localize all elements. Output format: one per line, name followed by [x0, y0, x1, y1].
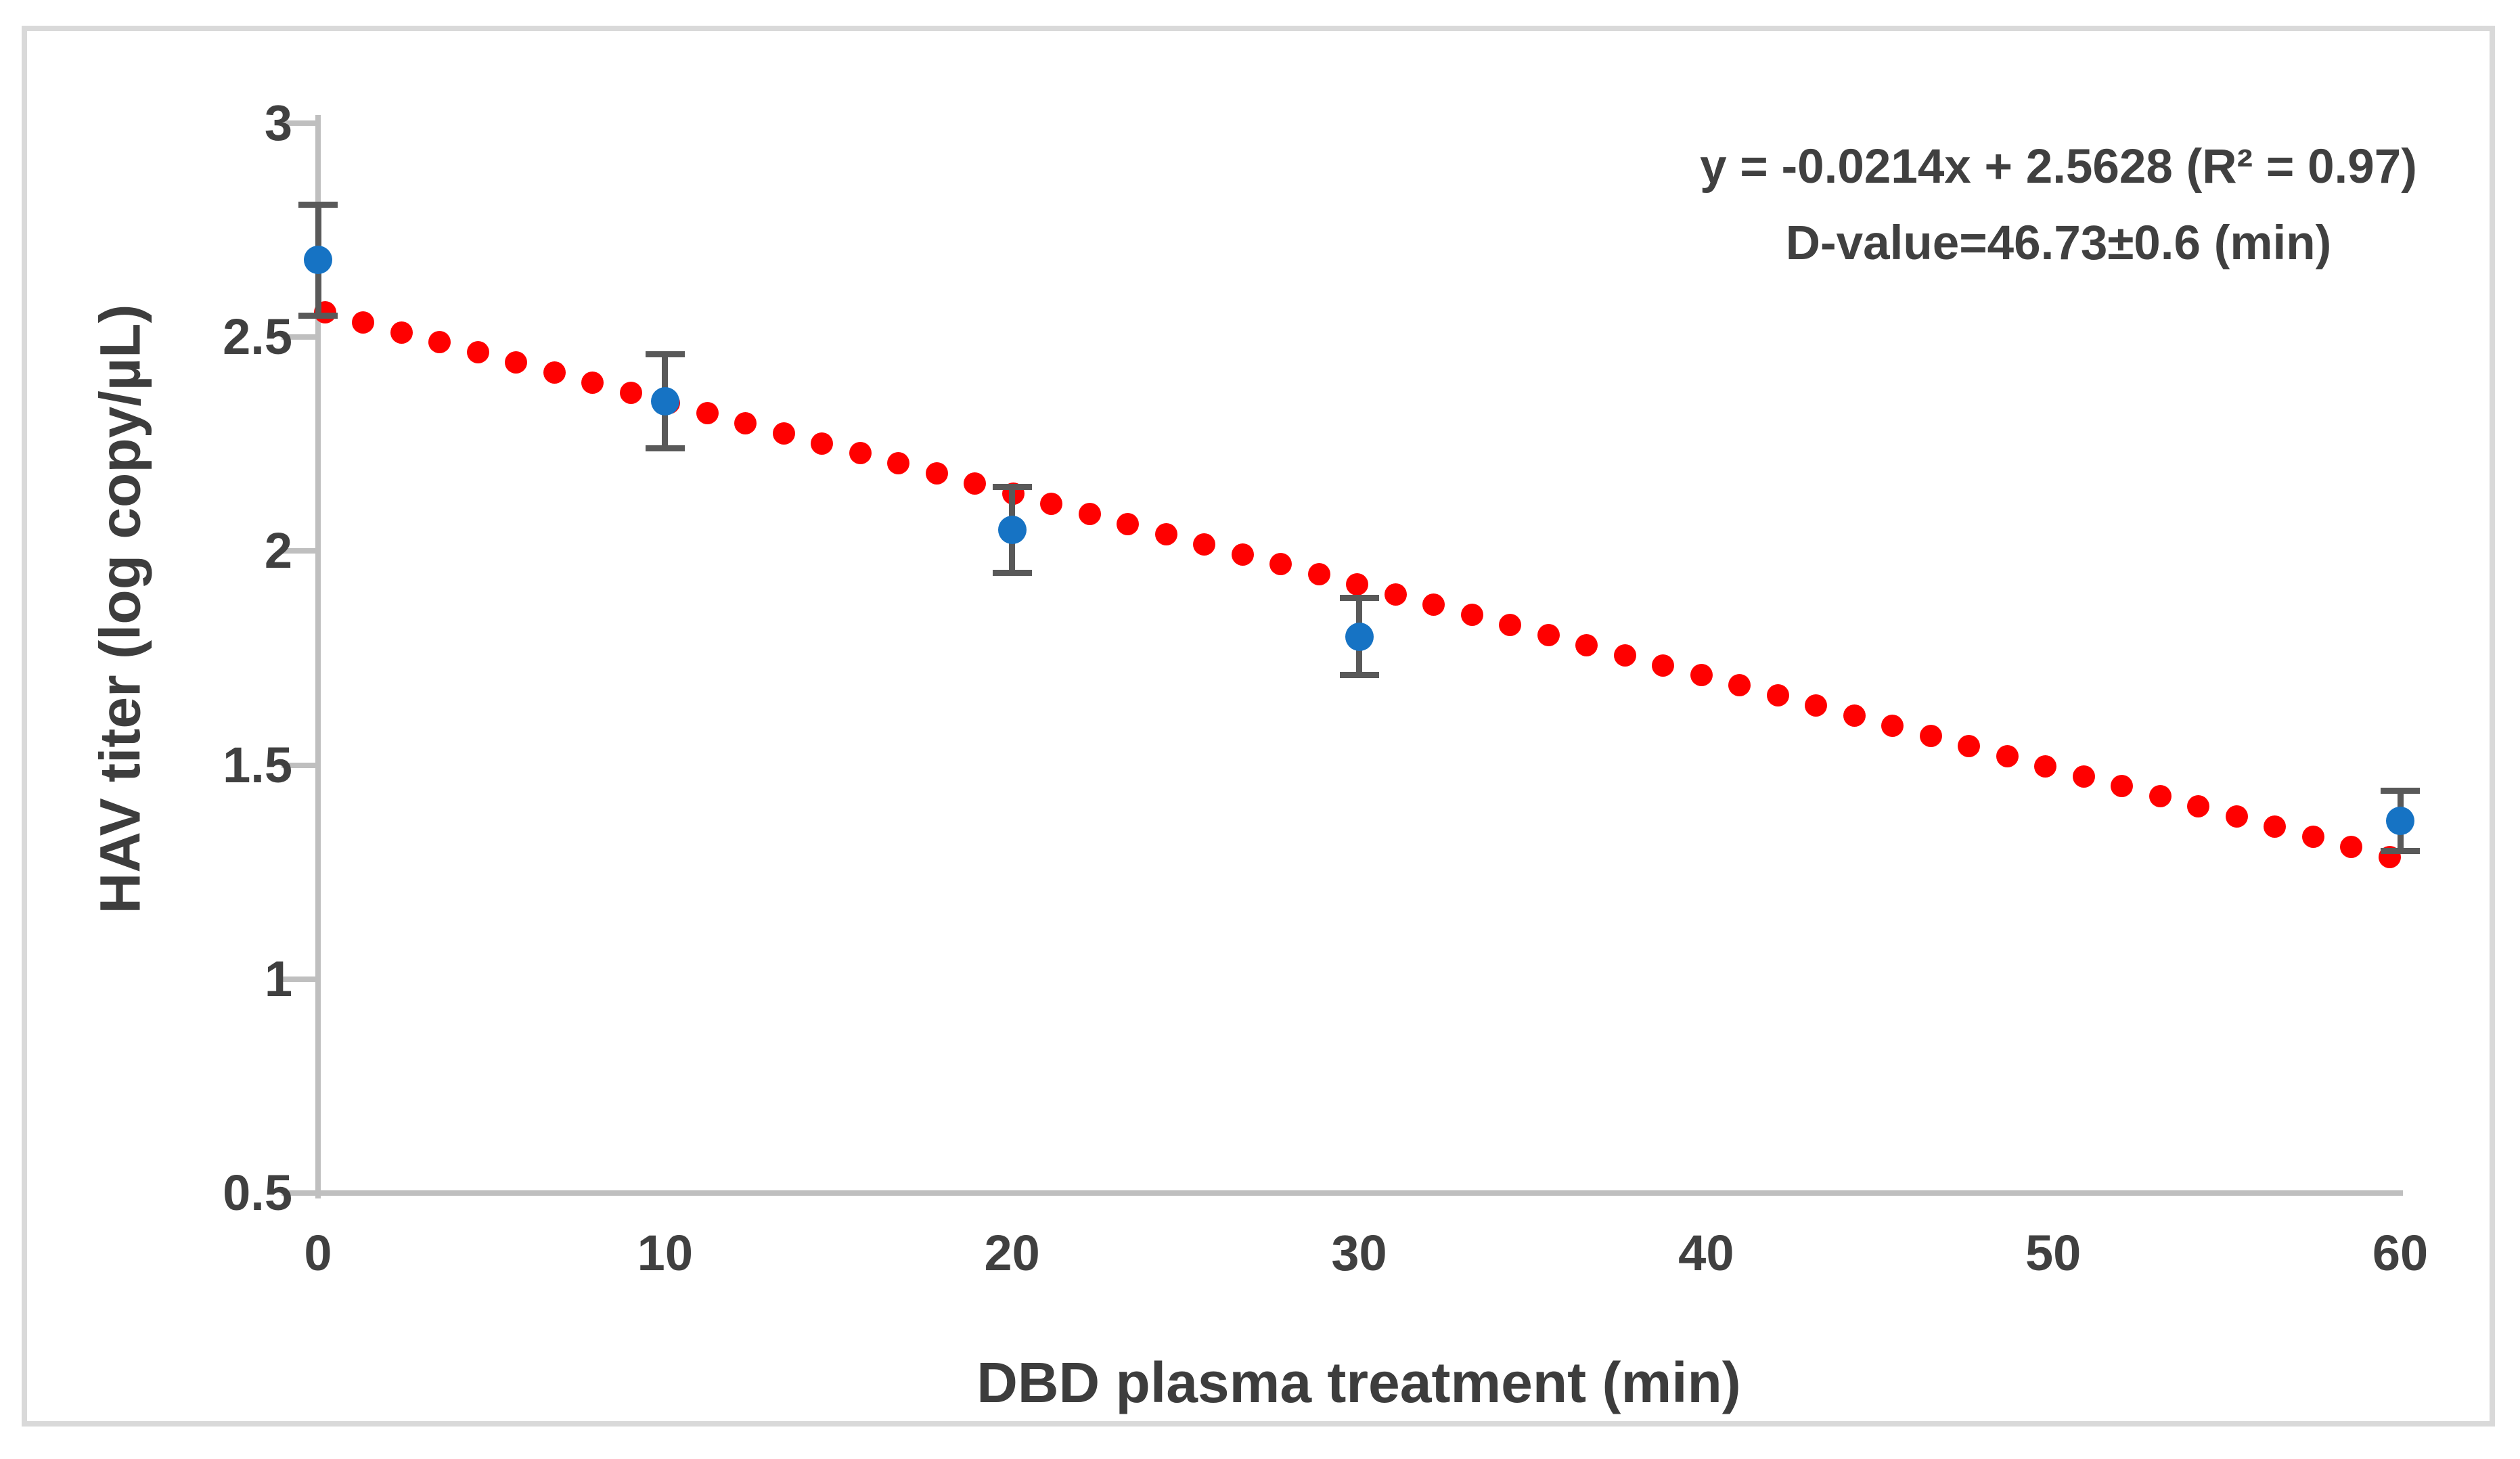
- d-value-label: D-value=46.73±0.6 (min): [1785, 217, 2332, 270]
- x-axis-line: [303, 1190, 2403, 1196]
- trend-dot: [849, 442, 872, 465]
- trend-dot: [1958, 734, 1981, 757]
- trend-dot: [1499, 613, 1522, 636]
- trend-dot: [1384, 583, 1407, 606]
- trend-dot: [1537, 623, 1560, 646]
- error-bar-cap-top: [645, 351, 685, 357]
- x-axis-title: DBD plasma treatment (min): [976, 1351, 1741, 1414]
- x-tick-label: 60: [2372, 1225, 2429, 1281]
- y-tick-mark: [282, 1190, 318, 1196]
- trend-dot: [1613, 644, 1636, 667]
- annotation-block: y = -0.0214x + 2.5628 (R² = 0.97) D-valu…: [1700, 129, 2417, 282]
- trendline-equation: y = -0.0214x + 2.5628 (R² = 0.97): [1700, 140, 2417, 194]
- trend-dot: [1193, 533, 1216, 556]
- y-axis-title: HAV titer (log copy/µL): [88, 304, 152, 914]
- trend-dot: [696, 401, 719, 424]
- y-tick-mark: [282, 762, 318, 768]
- trend-dot: [1766, 684, 1789, 707]
- error-bar-cap-top: [992, 484, 1032, 491]
- trend-dot: [1881, 715, 1904, 737]
- error-bar-cap-bottom: [298, 313, 338, 319]
- y-tick-label: 2.5: [223, 309, 292, 365]
- y-tick-label: 1: [264, 950, 292, 1007]
- error-bar-cap-bottom: [992, 569, 1032, 576]
- trend-dot: [1422, 593, 1445, 616]
- trend-dot: [1575, 633, 1598, 656]
- x-tick-label: 40: [1678, 1225, 1734, 1281]
- y-tick-label: 0.5: [223, 1165, 292, 1221]
- data-point-marker: [1345, 622, 1374, 651]
- trend-dot: [2148, 785, 2172, 808]
- trend-dot: [1307, 563, 1330, 586]
- data-point-marker: [2386, 806, 2414, 835]
- data-point-marker: [997, 515, 1027, 544]
- trend-dot: [2264, 815, 2287, 838]
- y-tick-mark: [282, 548, 318, 554]
- trend-dot: [2301, 826, 2324, 848]
- y-tick-mark: [282, 976, 318, 982]
- x-tick-label: 0: [304, 1225, 332, 1281]
- y-tick-mark: [282, 334, 318, 340]
- trend-dot: [1919, 724, 1942, 747]
- trend-dot: [1996, 744, 2019, 767]
- trend-dot: [2034, 755, 2057, 778]
- trend-dot: [2225, 805, 2248, 828]
- y-tick-label: 1.5: [223, 736, 292, 793]
- trend-dot: [619, 381, 642, 404]
- trend-dot: [1652, 654, 1675, 677]
- y-tick-label: 3: [264, 95, 292, 151]
- trend-dot: [964, 472, 987, 495]
- trend-dot: [887, 452, 910, 475]
- y-axis-line: [315, 115, 321, 1198]
- trend-dot: [1231, 543, 1254, 566]
- x-tick-label: 30: [1331, 1225, 1387, 1281]
- trend-dot: [2340, 835, 2363, 858]
- x-tick-label: 50: [2025, 1225, 2082, 1281]
- trend-dot: [734, 411, 757, 434]
- y-tick-label: 2: [264, 522, 292, 579]
- trend-dot: [772, 422, 795, 445]
- x-tick-label: 10: [637, 1225, 693, 1281]
- trend-dot: [2111, 775, 2134, 798]
- trend-dot: [2072, 765, 2095, 788]
- trend-dot: [1040, 492, 1063, 515]
- trend-dot: [505, 351, 528, 374]
- error-bar-cap-bottom: [1339, 672, 1379, 679]
- trend-dot: [543, 361, 566, 384]
- data-point-marker: [650, 387, 679, 416]
- trend-dot: [925, 462, 948, 485]
- error-bar-cap-bottom: [645, 445, 685, 452]
- trend-dot: [1078, 502, 1101, 525]
- trend-dot: [1117, 512, 1140, 535]
- error-bar-cap-top: [298, 201, 338, 208]
- trend-dot: [390, 321, 413, 344]
- error-bar-cap-bottom: [2381, 847, 2420, 854]
- trend-dot: [1460, 603, 1483, 626]
- trend-dot: [1269, 553, 1292, 576]
- y-tick-mark: [282, 120, 318, 126]
- trend-dot: [428, 331, 451, 354]
- trend-dot: [1843, 704, 1866, 727]
- data-point-marker: [304, 246, 332, 275]
- error-bar-cap-top: [1339, 595, 1379, 602]
- trend-dot: [581, 372, 604, 395]
- trend-dot: [811, 432, 834, 455]
- trend-dot: [1346, 573, 1369, 596]
- trend-dot: [352, 311, 375, 334]
- trend-dot: [1690, 664, 1713, 687]
- error-bar-cap-top: [2381, 788, 2420, 794]
- trend-dot: [1728, 674, 1751, 697]
- trend-dot: [2187, 795, 2210, 818]
- x-tick-label: 20: [984, 1225, 1040, 1281]
- trend-dot: [466, 341, 489, 364]
- trend-dot: [1805, 694, 1828, 717]
- trend-dot: [1154, 522, 1177, 545]
